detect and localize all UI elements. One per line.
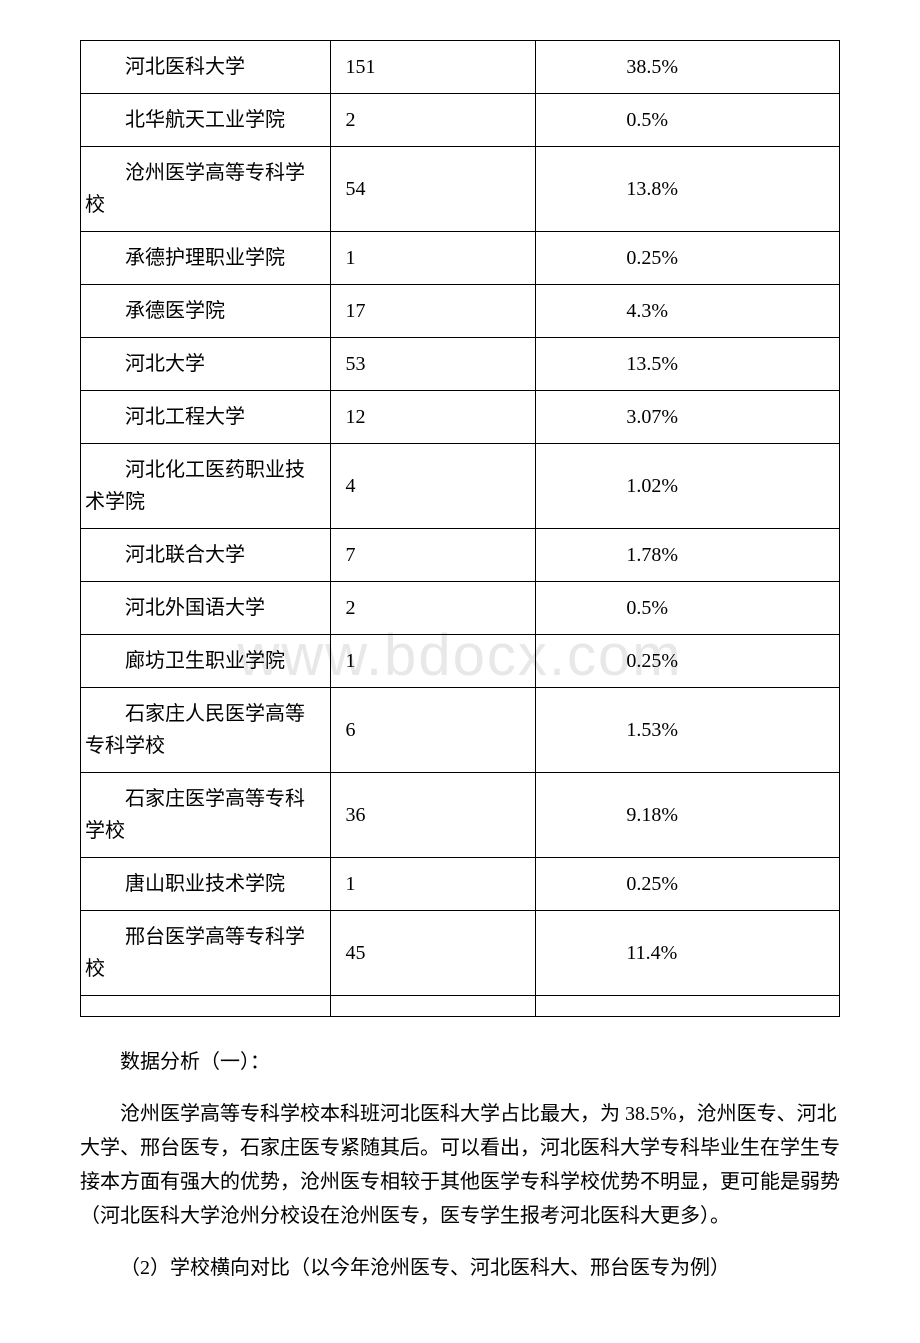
table-row: 北华航天工业学院 2 0.5% [81, 94, 840, 147]
cell-school-name: 河北大学 [81, 338, 331, 391]
table-row: 河北联合大学 7 1.78% [81, 529, 840, 582]
cell-school-name [81, 996, 331, 1017]
table-body: 河北医科大学 151 38.5% 北华航天工业学院 2 0.5% 沧州医学高等专… [81, 41, 840, 1017]
table-row: 石家庄医学高等专科学校 36 9.18% [81, 773, 840, 858]
cell-count: 1 [331, 232, 536, 285]
cell-percent: 0.25% [536, 635, 840, 688]
table-row: 唐山职业技术学院 1 0.25% [81, 858, 840, 911]
table-row: 邢台医学高等专科学校 45 11.4% [81, 911, 840, 996]
cell-count: 151 [331, 41, 536, 94]
cell-percent: 0.5% [536, 582, 840, 635]
cell-count: 2 [331, 582, 536, 635]
cell-percent [536, 996, 840, 1017]
cell-count [331, 996, 536, 1017]
table-row: 河北化工医药职业技术学院 4 1.02% [81, 444, 840, 529]
cell-percent: 1.02% [536, 444, 840, 529]
cell-school-name: 石家庄人民医学高等专科学校 [81, 688, 331, 773]
cell-school-name: 廊坊卫生职业学院 [81, 635, 331, 688]
cell-percent: 13.5% [536, 338, 840, 391]
cell-count: 54 [331, 147, 536, 232]
cell-count: 12 [331, 391, 536, 444]
cell-school-name: 河北化工医药职业技术学院 [81, 444, 331, 529]
cell-school-name: 北华航天工业学院 [81, 94, 331, 147]
cell-percent: 3.07% [536, 391, 840, 444]
cell-school-name: 承德医学院 [81, 285, 331, 338]
cell-count: 6 [331, 688, 536, 773]
cell-school-name: 承德护理职业学院 [81, 232, 331, 285]
cell-percent: 13.8% [536, 147, 840, 232]
cell-percent: 11.4% [536, 911, 840, 996]
cell-count: 53 [331, 338, 536, 391]
table-row: 河北医科大学 151 38.5% [81, 41, 840, 94]
page-content: www.bdocx.com 河北医科大学 151 38.5% 北华航天工业学院 … [80, 40, 840, 1285]
table-row: 承德护理职业学院 1 0.25% [81, 232, 840, 285]
cell-school-name: 邢台医学高等专科学校 [81, 911, 331, 996]
cell-school-name: 沧州医学高等专科学校 [81, 147, 331, 232]
table-row: 河北外国语大学 2 0.5% [81, 582, 840, 635]
cell-count: 1 [331, 635, 536, 688]
table-row [81, 996, 840, 1017]
table-row: 沧州医学高等专科学校 54 13.8% [81, 147, 840, 232]
cell-count: 7 [331, 529, 536, 582]
table-row: 河北工程大学 12 3.07% [81, 391, 840, 444]
cell-count: 45 [331, 911, 536, 996]
cell-school-name: 河北联合大学 [81, 529, 331, 582]
cell-percent: 38.5% [536, 41, 840, 94]
cell-school-name: 河北外国语大学 [81, 582, 331, 635]
cell-count: 2 [331, 94, 536, 147]
cell-school-name: 唐山职业技术学院 [81, 858, 331, 911]
cell-percent: 0.25% [536, 858, 840, 911]
cell-percent: 9.18% [536, 773, 840, 858]
cell-count: 36 [331, 773, 536, 858]
section-heading: （2）学校横向对比（以今年沧州医专、河北医科大、邢台医专为例） [80, 1251, 840, 1285]
school-statistics-table: 河北医科大学 151 38.5% 北华航天工业学院 2 0.5% 沧州医学高等专… [80, 40, 840, 1017]
cell-count: 4 [331, 444, 536, 529]
cell-school-name: 河北医科大学 [81, 41, 331, 94]
table-row: 廊坊卫生职业学院 1 0.25% [81, 635, 840, 688]
cell-percent: 0.5% [536, 94, 840, 147]
analysis-heading: 数据分析（一）： [80, 1045, 840, 1079]
table-row: 石家庄人民医学高等专科学校 6 1.53% [81, 688, 840, 773]
table-row: 河北大学 53 13.5% [81, 338, 840, 391]
cell-count: 1 [331, 858, 536, 911]
cell-percent: 1.53% [536, 688, 840, 773]
analysis-body: 沧州医学高等专科学校本科班河北医科大学占比最大，为 38.5%，沧州医专、河北大… [80, 1097, 840, 1233]
cell-percent: 4.3% [536, 285, 840, 338]
cell-school-name: 河北工程大学 [81, 391, 331, 444]
table-row: 承德医学院 17 4.3% [81, 285, 840, 338]
cell-percent: 0.25% [536, 232, 840, 285]
cell-count: 17 [331, 285, 536, 338]
cell-school-name: 石家庄医学高等专科学校 [81, 773, 331, 858]
cell-percent: 1.78% [536, 529, 840, 582]
